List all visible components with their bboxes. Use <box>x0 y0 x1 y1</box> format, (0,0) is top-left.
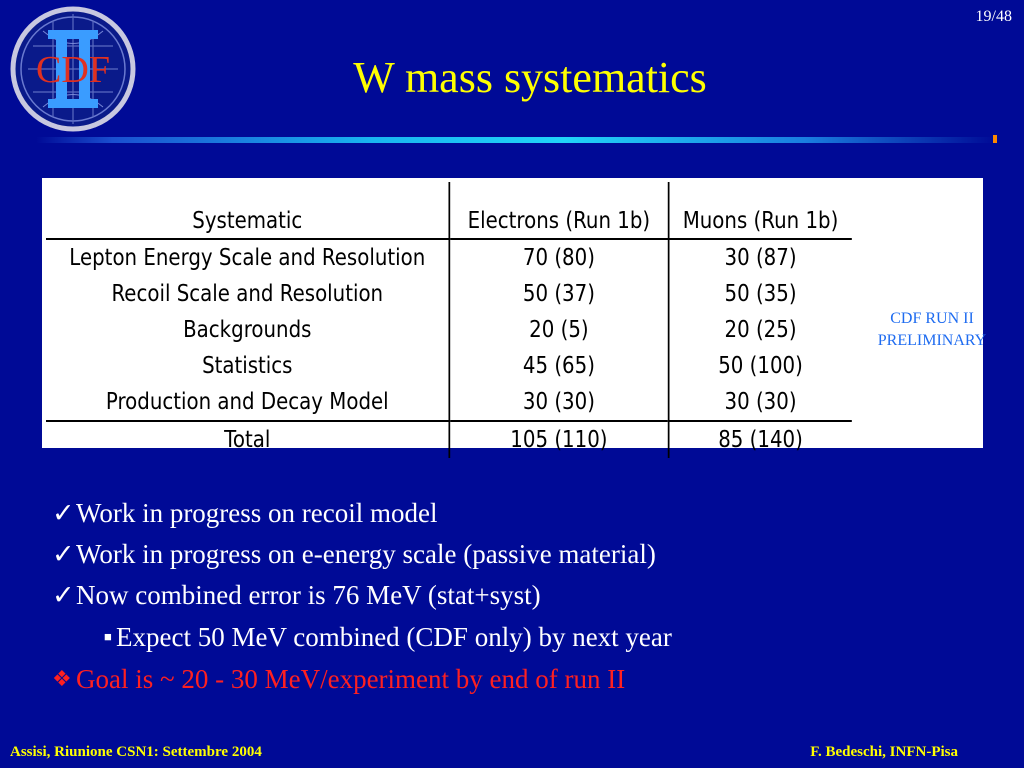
slide-title: W mass systematics <box>353 53 707 102</box>
logo-text: CDF <box>36 49 110 91</box>
checkmark-icon: ✓ <box>52 539 75 569</box>
list-item: ✓Now combined error is 76 MeV (stat+syst… <box>52 575 672 616</box>
table-row: Lepton Energy Scale and Resolution 70 (8… <box>46 239 852 276</box>
list-item: ✓Work in progress on e-energy scale (pas… <box>52 534 672 575</box>
page-number: 19/48 <box>975 8 1012 25</box>
header-muons: Muons (Run 1b) <box>667 182 852 240</box>
table-row: Statistics 45 (65) 50 (100) <box>46 348 852 384</box>
diamond-bullet-icon: ❖ <box>52 666 72 691</box>
table-row: Production and Decay Model 30 (30) 30 (3… <box>46 384 852 421</box>
checkmark-icon: ✓ <box>52 498 75 528</box>
checkmark-icon: ✓ <box>52 580 75 610</box>
table-row: Recoil Scale and Resolution 50 (37) 50 (… <box>46 276 852 312</box>
goal-item: ❖ Goal is ~ 20 - 30 MeV/experiment by end… <box>52 658 672 700</box>
sub-list-item: ■ Expect 50 MeV combined (CDF only) by ne… <box>52 616 672 658</box>
title-divider <box>36 137 996 143</box>
systematics-table: Systematic Electrons (Run 1b) Muons (Run… <box>46 182 852 458</box>
footer-author: F. Bedeschi, INFN-Pisa <box>810 744 958 760</box>
table-total-row: Total 105 (110) 85 (140) <box>46 420 852 458</box>
preliminary-line-1: CDF RUN II <box>890 310 974 327</box>
square-bullet-icon: ■ <box>104 629 112 644</box>
table-header-row: Systematic Electrons (Run 1b) Muons (Run… <box>46 182 852 240</box>
divider-accent <box>993 135 997 143</box>
bullet-list: ✓Work in progress on recoil model ✓Work … <box>52 493 672 700</box>
preliminary-line-2: PRELIMINARY <box>877 332 987 349</box>
preliminary-label: CDF RUN II PRELIMINARY <box>872 308 992 352</box>
header-systematic: Systematic <box>46 182 450 240</box>
list-item: ✓Work in progress on recoil model <box>52 493 672 534</box>
cdf-logo: CDF <box>10 6 136 132</box>
systematics-table-panel: Systematic Electrons (Run 1b) Muons (Run… <box>42 178 986 458</box>
header-electrons: Electrons (Run 1b) <box>448 182 669 240</box>
table-row: Backgrounds 20 (5) 20 (25) <box>46 312 852 348</box>
footer-venue: Assisi, Riunione CSN1: Settembre 2004 <box>10 744 262 760</box>
